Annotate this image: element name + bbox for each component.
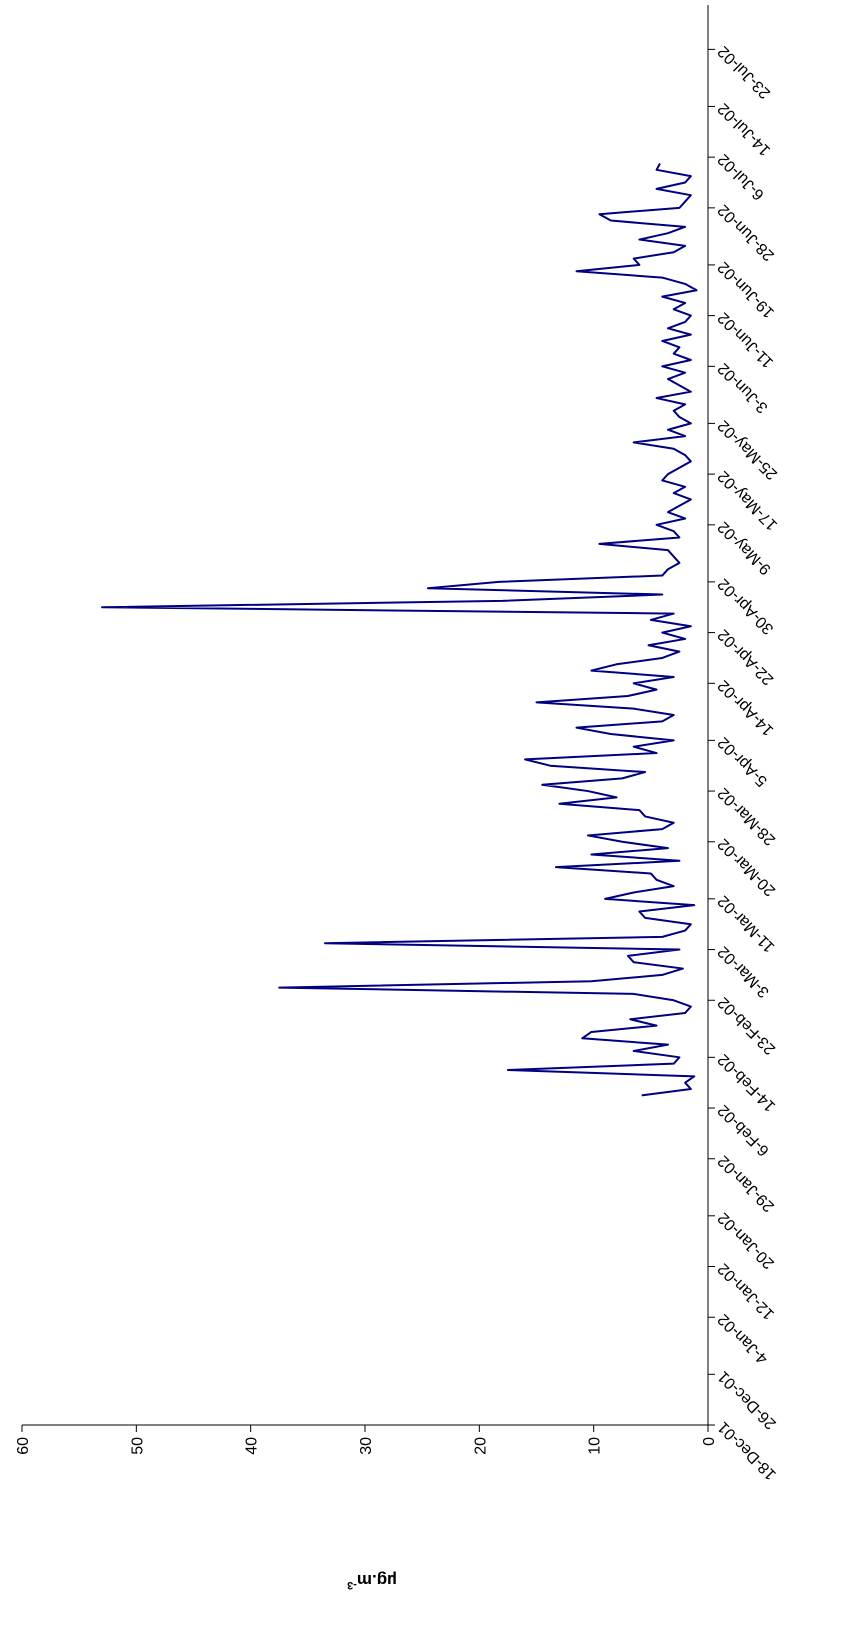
y-tick-label: 20 — [472, 1437, 489, 1455]
y-tick-label: 10 — [587, 1437, 604, 1455]
y-label-text: µg.m — [357, 1571, 397, 1590]
y-tick-label: 50 — [129, 1437, 146, 1455]
data-line — [101, 163, 698, 1097]
y-tick-label: 0 — [701, 1437, 718, 1446]
y-label-superscript: -3 — [347, 1579, 357, 1591]
y-tick-label: 60 — [15, 1437, 32, 1455]
y-axis-label: µg.m-3 — [347, 1571, 397, 1591]
y-tick-label: 30 — [358, 1437, 375, 1455]
y-tick-label: 40 — [244, 1437, 261, 1455]
